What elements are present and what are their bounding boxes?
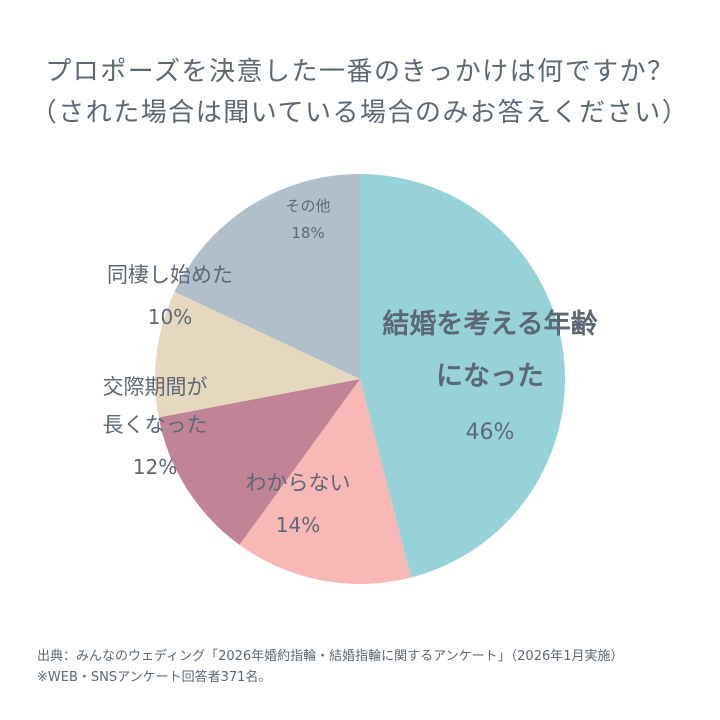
slice-percent-3: 12% <box>133 455 177 479</box>
slice-percent-5: 18% <box>291 224 324 242</box>
slice-label-2-line-1: わからない <box>246 471 351 495</box>
title-line-1: プロポーズを決意した一番のきっかけは何ですか？ <box>45 57 675 87</box>
pie-slice-4 <box>155 291 360 418</box>
slice-percent-2: 14% <box>276 513 320 537</box>
title-line-2: （された場合は聞いている場合のみお答えください） <box>30 98 690 128</box>
pie-slice-5 <box>174 174 360 379</box>
slice-percent-1: 46% <box>466 420 515 445</box>
slice-label-1-line-1: 結婚を考える年齢 <box>382 308 597 340</box>
respondent-note: ※WEB・SNSアンケート回答者371名。 <box>37 670 272 685</box>
slice-percent-4: 10% <box>148 305 192 329</box>
chart-title: プロポーズを決意した一番のきっかけは何ですか？ （された場合は聞いている場合のみ… <box>0 52 720 134</box>
slice-label-1-line-2: になった <box>436 361 544 392</box>
chart-footer: 出典：みんなのウェディング「2026年婚約指輪・結婚指輪に関するアンケート」（2… <box>37 646 624 688</box>
pie-slices <box>155 174 566 585</box>
slice-label-5-line-1: その他 <box>285 197 330 215</box>
pie-slice-1 <box>360 174 566 578</box>
pie-slice-2 <box>239 379 411 585</box>
source-note: 出典：みんなのウェディング「2026年婚約指輪・結婚指輪に関するアンケート」（2… <box>37 649 624 664</box>
slice-label-3-line-2: 長くなった <box>103 413 208 437</box>
pie-slice-3 <box>158 379 360 545</box>
slice-label-3-line-1: 交際期間が <box>103 375 208 399</box>
slice-label-4-line-1: 同棲し始めた <box>107 263 233 287</box>
